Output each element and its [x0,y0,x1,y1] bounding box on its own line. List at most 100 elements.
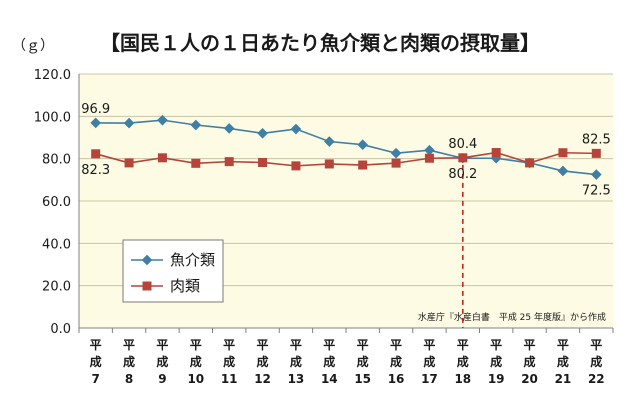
series-group [90,114,602,180]
y-tick-label: 100.0 [34,110,71,125]
series-point-meat [191,158,201,168]
x-tick-label: 7 [92,372,100,386]
y-tick-label: 80.0 [42,153,71,168]
series-line-fish [95,119,597,176]
x-tick-label: 成 [423,354,435,369]
legend-marker-meat [142,281,152,291]
x-tick-label: 平 [290,338,302,352]
series-point-meat [91,149,101,159]
x-tick-label: 平 [490,338,502,352]
series-point-fish [257,127,268,139]
legend-marker-fish [141,254,153,266]
y-tick-label: 120.0 [34,68,71,83]
x-tick-label: 成 [156,354,168,369]
y-tick-label: 0.0 [50,322,71,337]
y-tick-label: 60.0 [42,195,71,210]
series-point-meat [458,153,468,163]
x-tick-label: 13 [288,372,305,386]
series-point-meat [558,148,568,158]
source-note: 水産庁『水産白書 平成 25 年度版』から作成 [418,311,606,323]
x-tick-label: 平 [357,338,369,352]
x-tick-label: 成 [590,354,602,369]
x-tick-label: 16 [388,372,405,386]
x-axis-ticks: 平成 7 平成 8 平成 9 平成 10 平成 11 平成 12 平成 13 平成 14 平成 15 平成 16 平成 1… [78,328,614,386]
series-point-meat [258,157,268,167]
x-tick-label: 成 [524,354,536,369]
x-tick-label: 10 [187,372,204,386]
series-point-meat [424,153,434,163]
data-label: 72.5 [582,184,611,199]
series-line-meat [95,151,597,167]
data-label: 82.5 [582,132,611,147]
series-point-meat [157,153,167,163]
x-tick-label: 成 [323,354,335,369]
x-tick-label: 成 [223,354,235,369]
series-point-fish [390,147,402,159]
x-tick-label: 成 [357,354,369,369]
x-tick-label: 成 [457,354,469,369]
x-tick-label: 14 [321,372,338,386]
x-tick-label: 15 [354,372,371,386]
series-point-meat [391,158,401,168]
legend-label-fish: 魚介類 [170,251,215,269]
data-labels: 96.9 82.3 80.4 80.2 82.5 72.5 [81,102,611,199]
x-tick-label: 平 [223,338,235,352]
x-tick-label: 成 [90,354,102,369]
series-point-fish [357,139,368,151]
legend-box [122,239,224,303]
x-tick-label: 18 [454,372,471,386]
x-tick-label: 平 [156,338,168,352]
x-tick-label: 平 [390,338,402,352]
x-tick-label: 17 [421,372,438,386]
series-point-fish [591,169,602,180]
series-point-meat [291,161,301,171]
x-tick-label: 平 [590,338,602,352]
x-tick-label: 成 [123,354,135,369]
x-tick-label: 平 [524,338,536,352]
x-tick-label: 成 [390,354,402,369]
series-point-meat [324,159,334,169]
series-point-meat [358,160,368,170]
y-tick-label: 20.0 [42,280,71,295]
series-point-fish [123,117,135,129]
x-tick-label: 成 [190,354,202,369]
y-unit-label: （ｇ） [12,38,54,54]
x-tick-label: 9 [158,372,166,386]
x-tick-label: 19 [488,372,505,386]
series-point-fish [223,123,235,134]
x-tick-label: 平 [323,338,335,352]
x-tick-label: 20 [521,372,538,386]
x-tick-label: 平 [90,338,102,352]
legend-label-meat: 肉類 [170,277,200,295]
x-tick-label: 22 [588,372,605,386]
x-tick-label: 12 [254,372,271,386]
series-point-meat [525,158,535,168]
x-tick-label: 平 [557,338,569,352]
series-point-fish [557,165,569,177]
data-label: 80.4 [448,137,477,152]
x-tick-label: 平 [190,338,202,352]
x-tick-label: 成 [557,354,569,369]
y-tick-label: 40.0 [42,237,71,252]
x-tick-label: 8 [125,372,133,386]
series-point-fish [157,114,168,126]
x-tick-label: 平 [123,338,135,352]
y-axis-ticks: 0.0 20.0 40.0 60.0 80.0 100.0 120.0 [34,68,71,337]
chart-title: 【国民１人の１日あたり魚介類と肉類の摂取量】 [100,31,540,55]
x-tick-label: 平 [457,338,469,352]
data-label: 96.9 [81,102,110,117]
x-tick-label: 21 [555,372,572,386]
series-point-fish [190,119,202,131]
x-tick-label: 11 [221,372,238,386]
series-point-meat [591,148,601,158]
series-point-meat [124,158,134,168]
x-tick-label: 成 [490,354,502,369]
x-tick-label: 成 [290,354,302,369]
data-label: 80.2 [448,167,477,182]
x-tick-label: 成 [257,354,269,369]
series-point-meat [224,157,234,167]
series-point-meat [491,148,501,158]
data-label: 82.3 [81,163,110,178]
